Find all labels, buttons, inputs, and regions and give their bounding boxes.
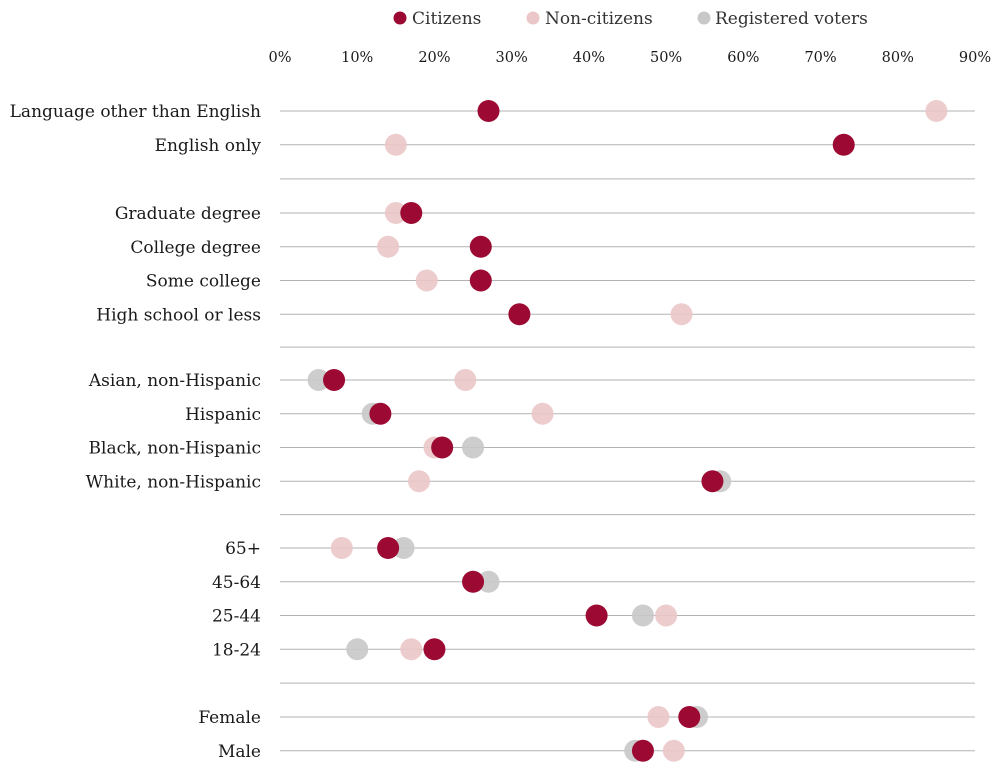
dot-non-citizens-male[interactable] [662,739,685,762]
row-label-graduate-degree: Graduate degree [115,204,261,224]
dot-registered-voters-18-24[interactable] [346,638,369,661]
dot-registered-voters-asian-non-hispanic[interactable] [307,369,330,391]
legend-item-citizens[interactable]: Citizens [393,9,482,29]
row-label-65: 65+ [225,539,261,559]
legend-item-non-citizens[interactable]: Non-citizens [526,9,653,29]
x-tick-label-6: 60% [727,50,759,66]
x-tick-label-7: 70% [804,50,836,66]
row-label-college-degree: College degree [130,238,261,258]
dot-citizens-hispanic[interactable] [369,402,392,425]
legend-label-non-citizens: Non-citizens [545,9,653,29]
x-tick-label-1: 10% [341,50,373,66]
row-label-18-24: 18-24 [212,640,261,660]
dot-non-citizens-some-college[interactable] [415,269,438,292]
dot-citizens-45-64[interactable] [462,570,485,593]
row-label-asian-non-hispanic: Asian, non-Hispanic [88,371,261,391]
row-label-language-other-than-english: Language other than English [10,102,261,122]
dot-citizens-male[interactable] [631,739,654,762]
legend-swatch-citizens [393,11,407,25]
row-label-hispanic: Hispanic [185,405,261,425]
gridlines [280,110,975,752]
dot-non-citizens-graduate-degree[interactable] [384,202,407,224]
row-label-some-college: Some college [146,272,261,292]
x-tick-label-8: 80% [882,50,914,66]
dot-registered-voters-25-44[interactable] [631,604,654,627]
dot-non-citizens-english-only[interactable] [384,133,407,156]
dot-registered-voters-black-non-hispanic[interactable] [462,436,485,459]
dot-non-citizens-high-school-or-less[interactable] [670,303,693,326]
row-label-25-44: 25-44 [212,607,261,627]
x-axis: 0% 10% 20% 30% 40% 50% 60% 70% 80% 90% [268,50,991,66]
dot-citizens-asian-non-hispanic[interactable] [323,369,346,391]
dot-citizens-college-degree[interactable] [469,235,492,258]
dot-non-citizens-hispanic[interactable] [531,402,554,425]
dot-citizens-language-other-than-english[interactable] [477,100,500,122]
row-labels: Language other than English English only G… [10,102,262,762]
dot-citizens-some-college[interactable] [469,269,492,292]
dot-citizens-graduate-degree[interactable] [400,202,423,224]
x-tick-label-4: 40% [573,50,605,66]
dot-registered-voters-45-64[interactable] [477,570,500,593]
x-tick-label-9: 90% [959,50,991,66]
row-label-black-non-hispanic: Black, non-Hispanic [89,439,261,459]
x-tick-label-0: 0% [268,50,291,66]
row-label-45-64: 45-64 [212,573,261,593]
dot-non-citizens-65[interactable] [330,537,353,559]
legend-item-registered-voters[interactable]: Registered voters [697,9,868,29]
dot-citizens-65[interactable] [377,537,400,559]
x-tick-label-2: 20% [418,50,450,66]
dot-non-citizens-college-degree[interactable] [377,235,400,258]
legend-label-registered-voters: Registered voters [715,9,868,29]
legend-label-citizens: Citizens [412,9,481,29]
row-label-male: Male [218,742,261,762]
dot-non-citizens-asian-non-hispanic[interactable] [454,369,477,391]
dot-non-citizens-25-44[interactable] [655,604,678,627]
dot-citizens-black-non-hispanic[interactable] [431,436,454,459]
legend: Citizens Non-citizens Registered voters [393,9,868,29]
row-label-white-non-hispanic: White, non-Hispanic [86,472,261,492]
legend-swatch-registered-voters [697,11,711,25]
row-label-english-only: English only [155,136,262,156]
dot-non-citizens-language-other-than-english[interactable] [925,100,948,122]
dot-citizens-25-44[interactable] [585,604,608,627]
x-tick-label-5: 50% [650,50,682,66]
dot-citizens-female[interactable] [678,706,701,728]
legend-swatch-non-citizens [526,11,540,25]
dot-citizens-white-non-hispanic[interactable] [701,470,724,493]
dot-citizens-english-only[interactable] [832,133,855,156]
dot-citizens-high-school-or-less[interactable] [508,303,531,326]
dot-registered-voters-65[interactable] [392,537,415,559]
dot-citizens-18-24[interactable] [423,638,446,661]
dot-non-citizens-18-24[interactable] [400,638,423,661]
row-label-high-school-or-less: High school or less [96,305,261,325]
dot-non-citizens-white-non-hispanic[interactable] [408,470,430,493]
row-label-female: Female [198,708,261,728]
data-points [307,100,948,762]
x-tick-label-3: 30% [496,50,528,66]
dot-non-citizens-female[interactable] [647,706,670,728]
